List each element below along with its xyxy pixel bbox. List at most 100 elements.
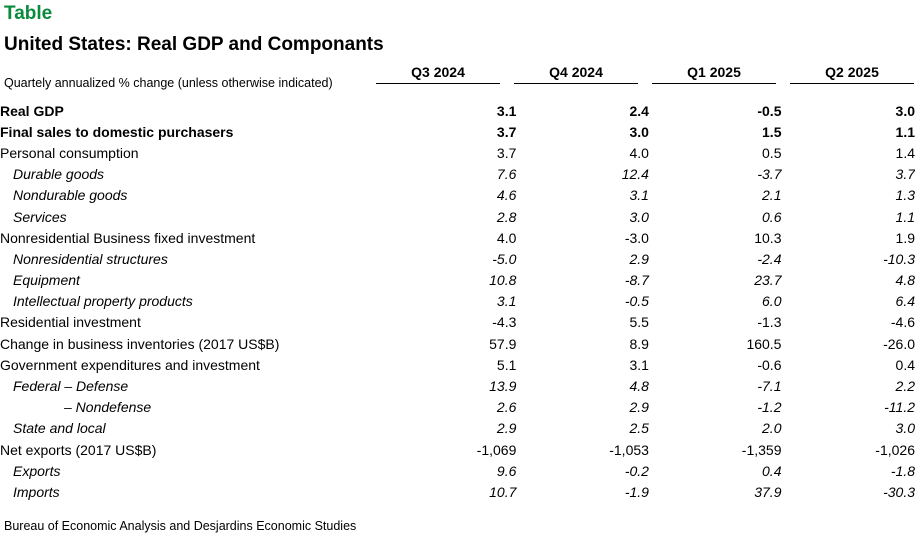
table-cell: 4.0 bbox=[496, 229, 517, 246]
table-cell: 2.9 bbox=[629, 399, 649, 416]
table-row: Equipment 10.8 -8.7 23.7 4.8 bbox=[0, 270, 915, 291]
table-cell: 0.6 bbox=[762, 208, 782, 225]
table-cell: 3.7 bbox=[496, 144, 517, 161]
units-note: Quartely annualized % change (unless oth… bbox=[4, 76, 333, 90]
column-header-q1-2025: Q1 2025 bbox=[652, 64, 776, 84]
table-cell: -26.0 bbox=[883, 335, 915, 352]
column-header-q3-2024: Q3 2024 bbox=[376, 64, 500, 84]
table-cell: -1,359 bbox=[741, 441, 782, 458]
table-row: Nondurable goods 4.6 3.1 2.1 1.3 bbox=[0, 185, 915, 206]
table-cell: -30.3 bbox=[883, 483, 915, 500]
table-cell: 1.1 bbox=[895, 208, 915, 225]
row-label: Durable goods bbox=[13, 166, 105, 183]
column-header-q4-2024: Q4 2024 bbox=[514, 64, 638, 84]
table-row: Imports 10.7 -1.9 37.9 -30.3 bbox=[0, 481, 915, 502]
table-cell: 1.3 bbox=[895, 187, 915, 204]
table-cell: 2.8 bbox=[496, 208, 517, 225]
row-label: Intellectual property products bbox=[13, 293, 193, 310]
row-label: Residential investment bbox=[0, 314, 141, 331]
table-row: Final sales to domestic purchasers 3.7 3.0… bbox=[0, 121, 915, 142]
table-cell: -1,026 bbox=[875, 441, 915, 458]
table-cell: 1.5 bbox=[762, 123, 782, 140]
table-cell: 3.7 bbox=[496, 123, 517, 140]
table-cell: -5.0 bbox=[492, 250, 517, 267]
row-label: Nonresidential structures bbox=[13, 250, 168, 267]
table-cell: -4.6 bbox=[890, 314, 915, 331]
table-cell: 2.6 bbox=[496, 399, 517, 416]
row-label: Final sales to domestic purchasers bbox=[0, 123, 234, 140]
table-cell: 3.0 bbox=[629, 123, 649, 140]
table-cell: 10.3 bbox=[754, 229, 782, 246]
table-cell: 2.0 bbox=[762, 420, 782, 437]
table-cell: 3.1 bbox=[629, 356, 649, 373]
row-label: Net exports (2017 US$B) bbox=[0, 441, 157, 458]
table-row: Intellectual property products 3.1 -0.5 6.0… bbox=[0, 291, 915, 312]
row-label: Nonresidential Business fixed investment bbox=[0, 229, 256, 246]
row-label: Nondurable goods bbox=[13, 187, 128, 204]
table-cell: 1.4 bbox=[895, 144, 915, 161]
table-row: Nonresidential Business fixed investment… bbox=[0, 227, 915, 248]
table-cell: 1.1 bbox=[895, 123, 915, 140]
table-row: Net exports (2017 US$B) -1,069 -1,053 -1,35… bbox=[0, 439, 915, 460]
row-label: Imports bbox=[13, 483, 60, 500]
table-cell: 0.5 bbox=[762, 144, 782, 161]
table-cell: 9.6 bbox=[496, 462, 517, 479]
table-cell: -2.4 bbox=[757, 250, 782, 267]
table-cell: 3.1 bbox=[496, 293, 517, 310]
table-cell: 4.8 bbox=[629, 378, 649, 395]
source-note: Bureau of Economic Analysis and Desjardi… bbox=[4, 519, 357, 533]
table-title: United States: Real GDP and Componants bbox=[4, 34, 384, 55]
table-cell: -0.2 bbox=[624, 462, 649, 479]
table-cell: 6.0 bbox=[762, 293, 782, 310]
table-row: Government expenditures and investment 5.… bbox=[0, 354, 915, 375]
table-body: Real GDP 3.1 2.4 -0.5 3.0 Final sales to dome… bbox=[0, 100, 915, 503]
table-cell: 2.9 bbox=[629, 250, 649, 267]
table-cell: 2.1 bbox=[762, 187, 782, 204]
table-cell: 3.1 bbox=[496, 102, 517, 119]
row-label: Government expenditures and investment bbox=[0, 356, 260, 373]
row-label: State and local bbox=[13, 420, 106, 437]
table-cell: 3.0 bbox=[895, 420, 915, 437]
table-cell: -1.3 bbox=[757, 314, 782, 331]
data-table: Real GDP 3.1 2.4 -0.5 3.0 Final sales to dome… bbox=[0, 100, 915, 503]
row-label: Exports bbox=[13, 462, 61, 479]
table-cell: -1,053 bbox=[609, 441, 649, 458]
table-cell: -0.5 bbox=[624, 293, 649, 310]
table-cell: -0.5 bbox=[757, 102, 782, 119]
table-cell: 10.7 bbox=[489, 483, 517, 500]
column-header-q2-2025: Q2 2025 bbox=[790, 64, 914, 84]
table-cell: 6.4 bbox=[895, 293, 915, 310]
table-row: Federal – Defense 13.9 4.8 -7.1 2.2 bbox=[0, 375, 915, 396]
table-cell: 2.2 bbox=[895, 378, 915, 395]
table-cell: -1.8 bbox=[890, 462, 915, 479]
table-cell: 5.5 bbox=[629, 314, 649, 331]
table-cell: 8.9 bbox=[629, 335, 649, 352]
table-cell: -3.0 bbox=[624, 229, 649, 246]
table-cell: 3.0 bbox=[895, 102, 915, 119]
table-cell: -1,069 bbox=[476, 441, 517, 458]
row-label: Equipment bbox=[13, 272, 80, 289]
table-cell: -0.6 bbox=[757, 356, 782, 373]
table-row: Durable goods 7.6 12.4 -3.7 3.7 bbox=[0, 164, 915, 185]
row-label: Personal consumption bbox=[0, 144, 139, 161]
table-row: Services 2.8 3.0 0.6 1.1 bbox=[0, 206, 915, 227]
table-row: State and local 2.9 2.5 2.0 3.0 bbox=[0, 418, 915, 439]
table-cell: -8.7 bbox=[624, 272, 649, 289]
table-cell: 3.1 bbox=[629, 187, 649, 204]
table-cell: 57.9 bbox=[489, 335, 517, 352]
table-row: Nonresidential structures -5.0 2.9 -2.4 -10.… bbox=[0, 248, 915, 269]
table-cell: 3.0 bbox=[629, 208, 649, 225]
table-cell: 0.4 bbox=[895, 356, 915, 373]
table-cell: -3.7 bbox=[757, 166, 782, 183]
table-cell: 2.5 bbox=[629, 420, 649, 437]
table-cell: 160.5 bbox=[746, 335, 782, 352]
table-cell: 7.6 bbox=[496, 166, 517, 183]
row-label: Services bbox=[13, 208, 67, 225]
table-row: Change in business inventories (2017 US$… bbox=[0, 333, 915, 354]
row-label: Federal – Defense bbox=[13, 378, 129, 395]
table-cell: 4.6 bbox=[496, 187, 517, 204]
table-cell: -4.3 bbox=[492, 314, 517, 331]
table-cell: -11.2 bbox=[884, 399, 915, 416]
table-cell: 13.9 bbox=[489, 378, 517, 395]
row-label: – Nondefense bbox=[64, 399, 152, 416]
